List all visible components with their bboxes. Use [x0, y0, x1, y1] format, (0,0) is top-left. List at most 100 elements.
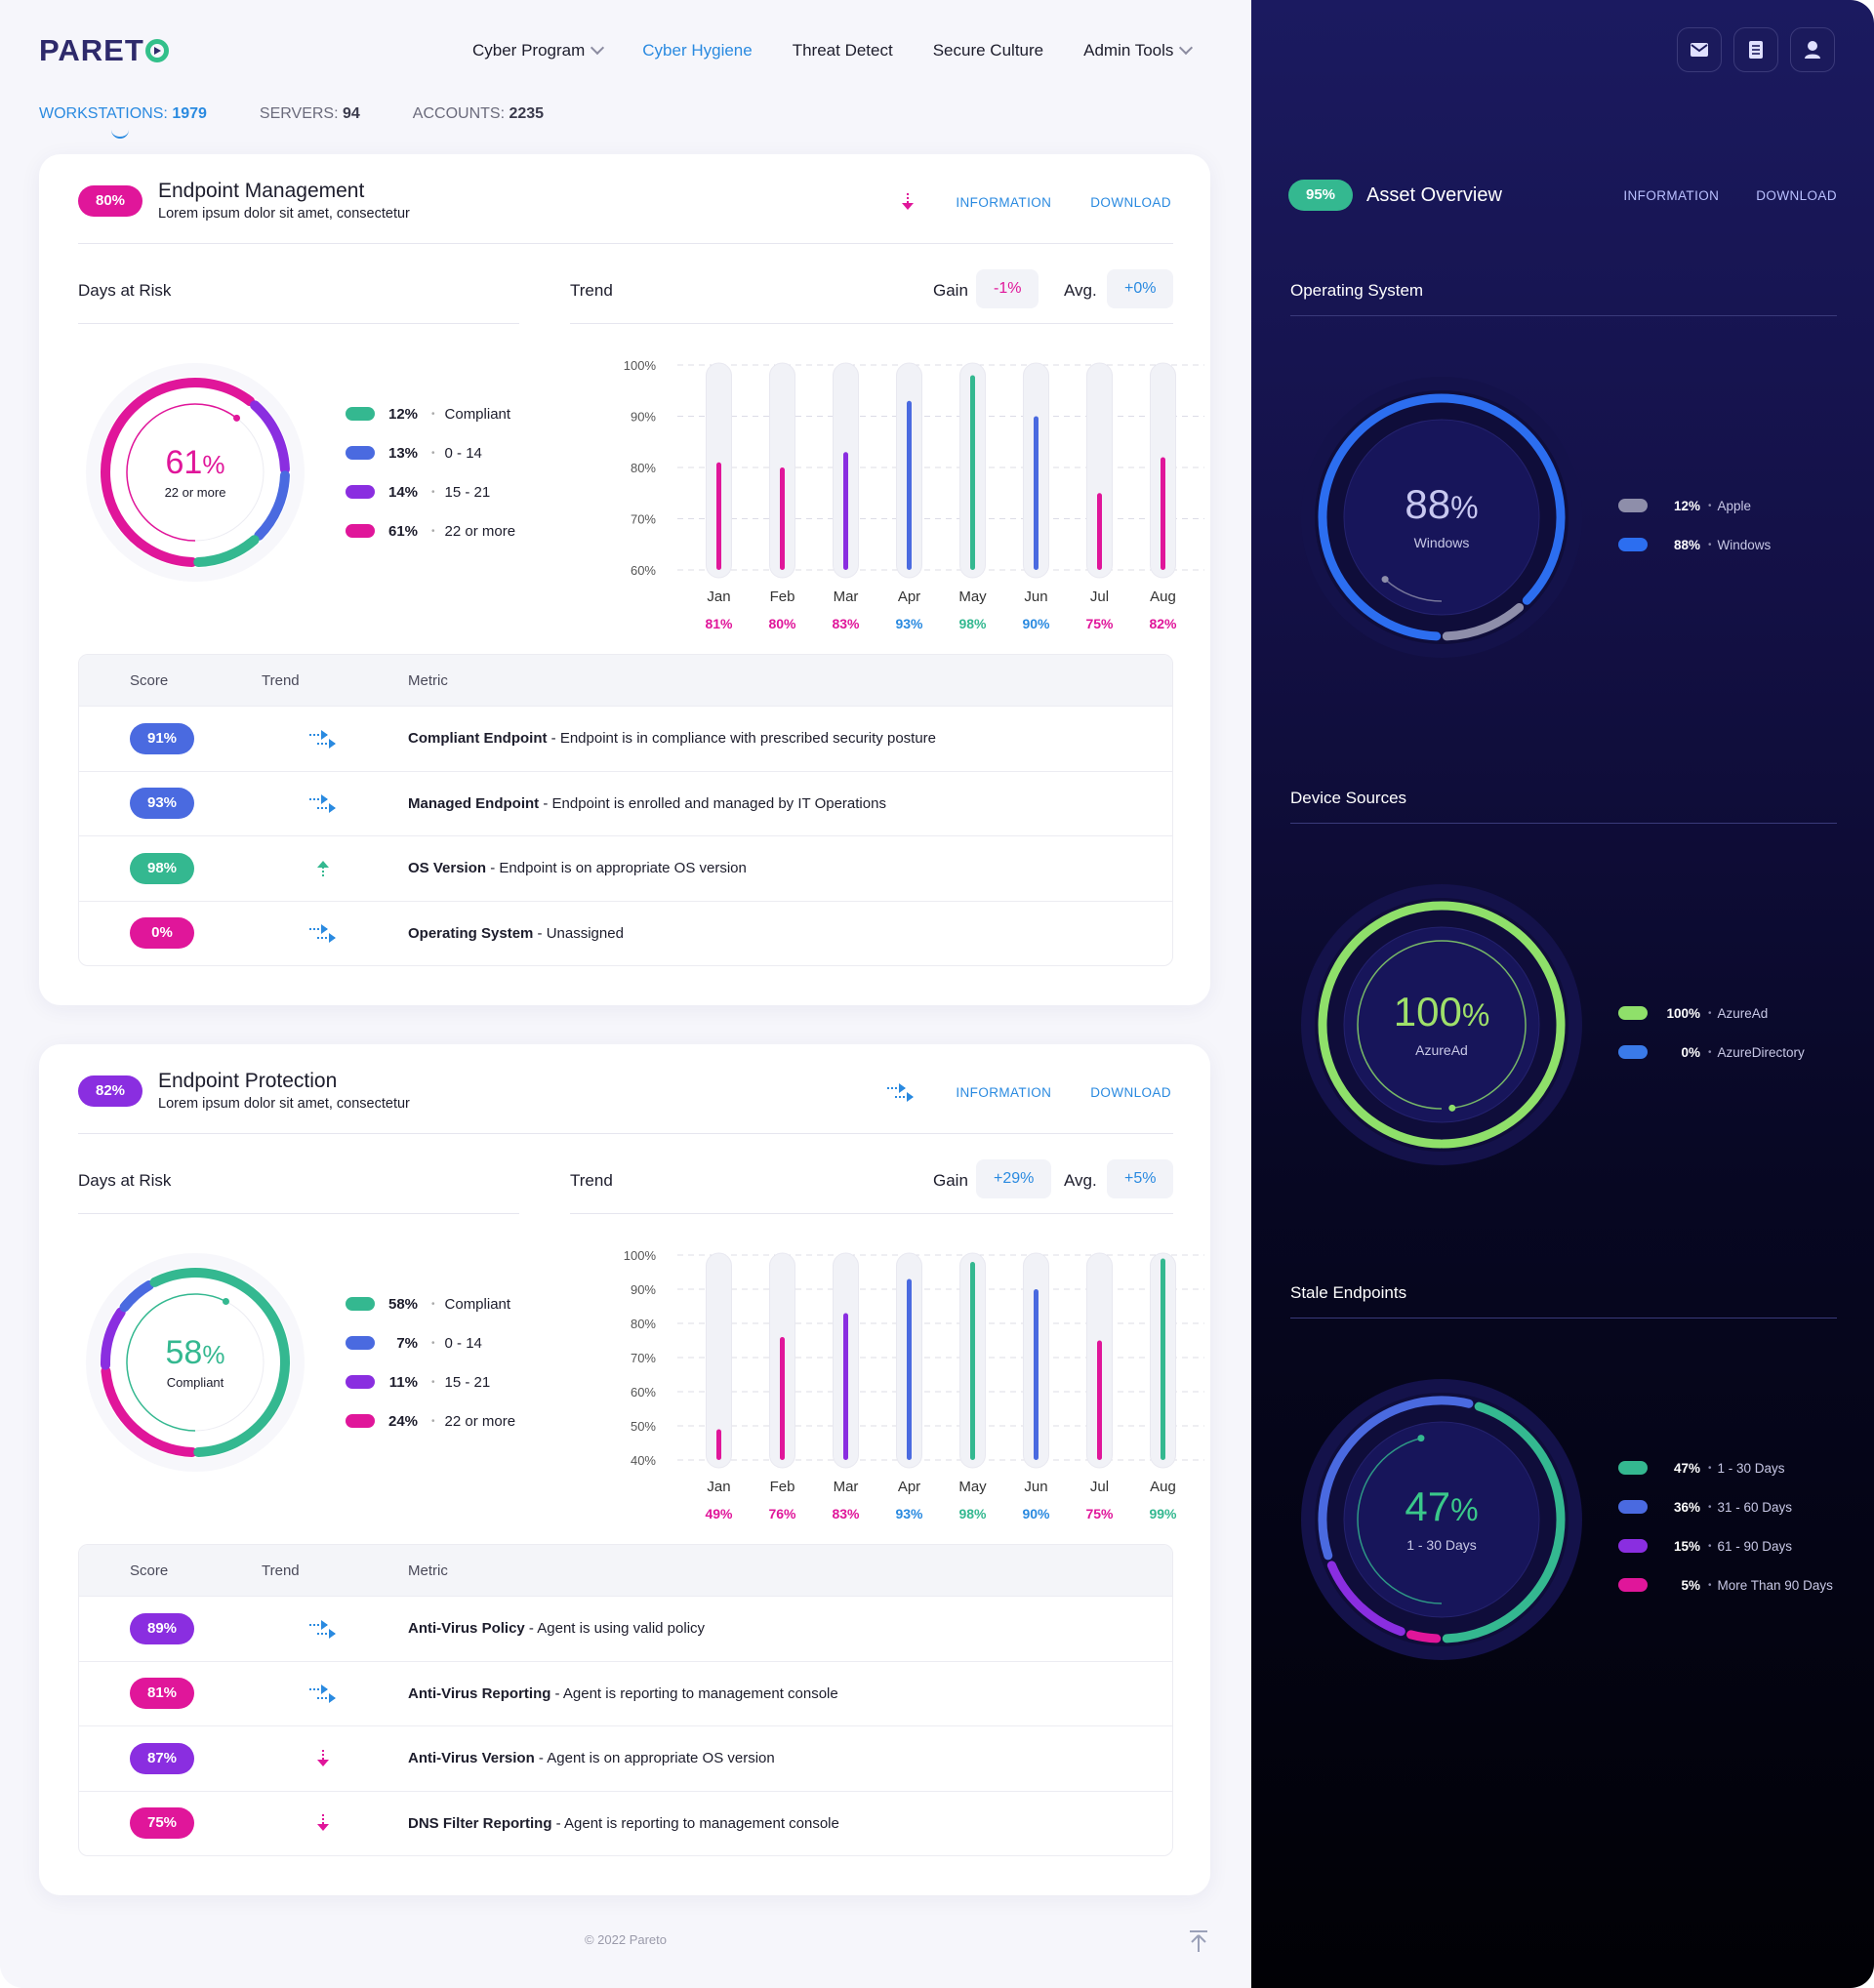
endpoint-protection-card: 82% Endpoint Protection Lorem ipsum dolo… [39, 1044, 1210, 1895]
chevron-down-icon [1179, 40, 1194, 56]
nav-cyber-hygiene[interactable]: Cyber Hygiene [642, 41, 753, 60]
y-tick-label: 60% [631, 563, 656, 578]
donut-segment [1326, 1561, 1406, 1637]
bar [843, 452, 848, 570]
metric-name: Managed Endpoint [408, 794, 540, 812]
divider [1290, 315, 1837, 316]
legend-item: 12% • Compliant [346, 394, 515, 433]
donut-segment [1442, 602, 1525, 641]
donut-segment [101, 1365, 197, 1457]
arrow-down-icon [317, 1814, 329, 1832]
card-title: Endpoint Management [158, 180, 365, 202]
donut-caption: AzureAd [1415, 1042, 1468, 1058]
table-header: Score Trend Metric [79, 1545, 1172, 1596]
data-label: 98% [958, 1506, 987, 1521]
legend-item: 47% • 1 - 30 Days [1618, 1448, 1833, 1487]
information-link[interactable]: INFORMATION [956, 1084, 1052, 1100]
x-tick-label: Apr [898, 1479, 920, 1495]
tab-servers[interactable]: SERVERS: 94 [259, 105, 360, 122]
legend-item: 88% • Windows [1618, 525, 1771, 564]
legend-swatch [346, 446, 375, 460]
information-link[interactable]: INFORMATION [956, 194, 1052, 210]
avg-value: +0% [1107, 269, 1174, 308]
chevron-down-icon [591, 40, 605, 56]
tab-workstations[interactable]: WORKSTATIONS: 1979 [39, 105, 207, 139]
download-link[interactable]: DOWNLOAD [1090, 194, 1171, 210]
x-tick-label: Jun [1024, 1479, 1047, 1495]
y-tick-label: 80% [631, 1317, 656, 1331]
x-tick-label: Jun [1024, 588, 1047, 605]
days-at-risk-label: Days at Risk [78, 281, 172, 300]
pareto-logo[interactable]: PARET [39, 33, 169, 68]
donut-percent: 47 [1405, 1483, 1451, 1529]
legend-swatch [346, 1414, 375, 1428]
donut-center: 58% Compliant [165, 1333, 225, 1390]
tab-accounts[interactable]: ACCOUNTS: 2235 [412, 105, 545, 122]
data-label: 98% [958, 616, 987, 631]
x-tick-label: Jul [1090, 1479, 1109, 1495]
table-row[interactable]: 93% Managed Endpoint - Endpoint is enrol… [79, 770, 1172, 836]
table-row[interactable]: 98% OS Version - Endpoint is on appropri… [79, 835, 1172, 901]
trend-label: Trend [570, 1171, 613, 1190]
trend-flat-icon [309, 729, 336, 749]
donut-segment [1318, 393, 1566, 641]
x-tick-label: Jan [707, 1479, 730, 1495]
table-row[interactable]: 75% DNS Filter Reporting - Agent is repo… [79, 1790, 1172, 1856]
nav-cyber-program[interactable]: Cyber Program [472, 40, 605, 61]
nav-threat-detect[interactable]: Threat Detect [792, 41, 893, 60]
footer-copyright: © 2022 Pareto [584, 1932, 668, 1947]
bar-track [1086, 362, 1113, 579]
table-row[interactable]: 87% Anti-Virus Version - Agent is on app… [79, 1725, 1172, 1791]
donut-marker [1381, 576, 1389, 584]
arrow-up-icon [317, 860, 329, 878]
donut-inner-arc [1357, 1437, 1443, 1604]
operating-system-donut: 88% Windows [1300, 376, 1583, 659]
legend-swatch [346, 407, 375, 421]
metrics-table: Score Trend Metric 91% Compliant Endpoin… [78, 654, 1173, 966]
user-button[interactable] [1790, 27, 1835, 72]
information-link[interactable]: INFORMATION [1623, 188, 1720, 203]
donut-segment [193, 535, 260, 567]
y-tick-label: 40% [631, 1453, 656, 1468]
donut-percent: 100 [1393, 989, 1462, 1035]
legend-item: 13% • 0 - 14 [346, 433, 515, 472]
y-tick-label: 80% [631, 461, 656, 475]
bar [780, 467, 785, 570]
legend-swatch [346, 485, 375, 499]
table-row[interactable]: 91% Compliant Endpoint - Endpoint is in … [79, 706, 1172, 771]
legend-item: 100% • AzureAd [1618, 994, 1805, 1033]
nav-admin-tools[interactable]: Admin Tools [1083, 40, 1194, 61]
table-row[interactable]: 81% Anti-Virus Reporting - Agent is repo… [79, 1660, 1172, 1726]
bar [970, 1262, 975, 1460]
donut-inner-arc [126, 403, 237, 542]
card-subtitle: Lorem ipsum dolor sit amet, consectetur [158, 1096, 410, 1112]
table-row[interactable]: 0% Operating System - Unassigned [79, 900, 1172, 966]
nav-secure-culture[interactable]: Secure Culture [932, 41, 1044, 60]
donut-marker [233, 414, 241, 422]
data-label: 75% [1085, 616, 1114, 631]
legend-item: 5% • More Than 90 Days [1618, 1565, 1833, 1604]
metric-desc: - Agent is reporting to management conso… [550, 1684, 838, 1702]
arrow-down-icon [317, 1749, 329, 1766]
document-button[interactable] [1733, 27, 1778, 72]
donut-percent: 61 [165, 443, 203, 481]
mail-button[interactable] [1677, 27, 1722, 72]
main-nav: Cyber Program Cyber Hygiene Threat Detec… [472, 40, 1194, 61]
download-link[interactable]: DOWNLOAD [1756, 188, 1837, 203]
y-tick-label: 100% [624, 358, 657, 373]
metric-desc: - Endpoint is on appropriate OS version [486, 860, 747, 877]
y-tick-label: 50% [631, 1419, 656, 1434]
score-header: Score [130, 671, 169, 689]
x-tick-label: Jan [707, 588, 730, 605]
table-row[interactable]: 89% Anti-Virus Policy - Agent is using v… [79, 1596, 1172, 1661]
legend-swatch [346, 1297, 375, 1311]
gain-value: +29% [976, 1159, 1052, 1198]
download-link[interactable]: DOWNLOAD [1090, 1084, 1171, 1100]
bar [1161, 1258, 1165, 1460]
stale-endpoints-title: Stale Endpoints [1290, 1283, 1407, 1302]
data-label: 83% [832, 1506, 860, 1521]
divider [570, 1213, 1173, 1214]
x-tick-label: Jul [1090, 588, 1109, 605]
donut-chart [1301, 884, 1582, 1165]
scroll-to-top-icon[interactable] [1189, 1929, 1208, 1953]
